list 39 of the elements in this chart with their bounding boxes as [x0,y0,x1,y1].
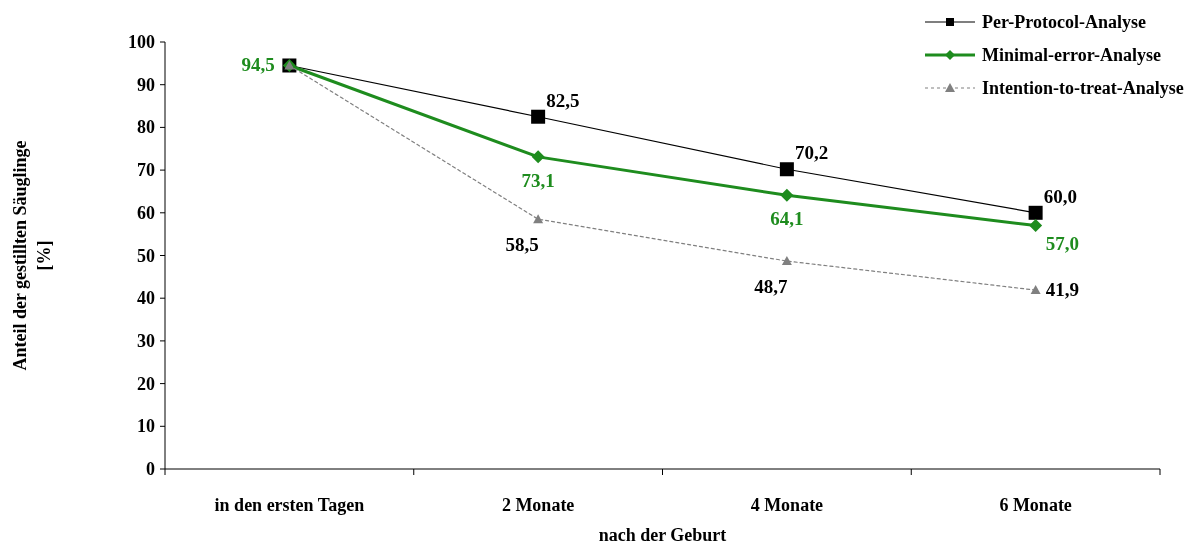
data-label: 73,1 [521,169,555,191]
y-tick-label: 70 [137,160,155,181]
point [531,109,546,124]
x-tick-label: in den ersten Tagen [214,495,365,515]
y-tick-label: 80 [137,117,155,138]
y-tick-label: 60 [137,202,155,223]
y-tick-label: 30 [137,330,155,351]
legend-label: Per-Protocol-Analyse [982,12,1146,32]
data-label: 41,9 [1045,279,1079,301]
data-label: 48,7 [754,276,788,298]
legend-label: Intention-to-treat-Analyse [982,78,1184,98]
x-axis-title: nach der Geburt [598,525,727,545]
point [531,150,545,164]
point [780,188,794,202]
data-label: 82,5 [546,89,580,111]
y-tick-label: 0 [146,459,155,479]
y-tick-label: 50 [137,245,155,266]
y-tick-label: 40 [137,288,155,309]
y-tick-label: 100 [128,32,155,52]
x-tick-label: 4 Monate [750,495,824,515]
point [1028,205,1043,220]
point [781,256,792,266]
data-label: 57,0 [1045,232,1079,254]
data-label: 94,5 [241,54,275,76]
x-tick-label: 6 Monate [999,495,1072,515]
data-label: 58,5 [505,234,539,256]
x-tick-label: 2 Monate [501,495,575,515]
point [1030,285,1041,295]
data-label: 60,0 [1043,185,1077,207]
point [1029,219,1043,233]
data-label: 70,2 [794,142,829,164]
y-tick-label: 90 [137,74,155,95]
y-tick-label: 10 [137,416,155,437]
point [533,214,544,224]
y-axis-title: Anteil der gestillten Säuglinge [%] [10,140,54,371]
legend-label: Minimal-error-Analyse [982,45,1161,65]
y-tick-label: 20 [137,373,155,394]
data-label: 64,1 [770,208,804,230]
point [779,162,794,177]
